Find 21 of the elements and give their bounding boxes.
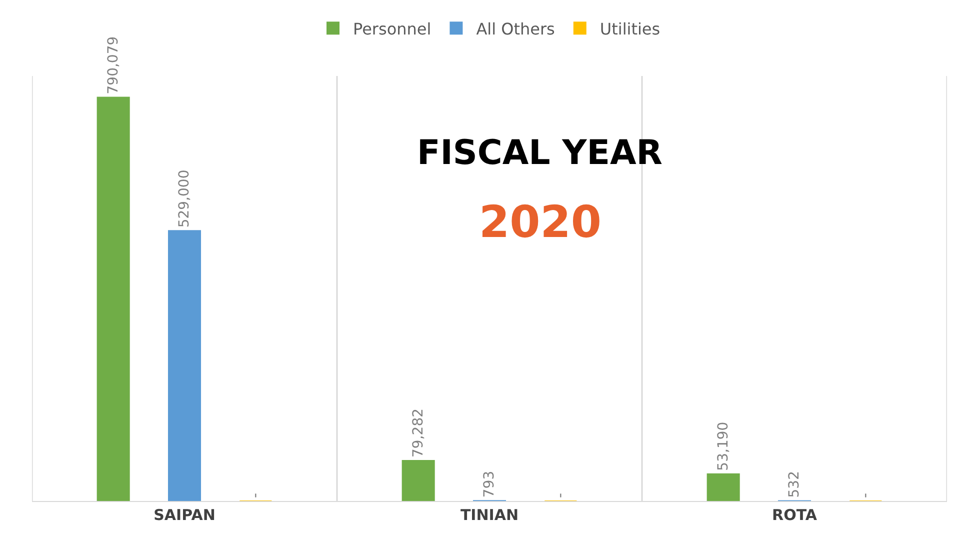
bar (402, 460, 435, 501)
bar (706, 473, 740, 501)
x-tick-label: ROTA (772, 506, 818, 524)
legend-label: All Others (476, 19, 555, 38)
x-tick-label: SAIPAN (154, 506, 216, 524)
data-label: 790,079 (105, 36, 122, 94)
data-label: 529,000 (176, 170, 192, 228)
bar (168, 230, 202, 501)
data-label: 793 (482, 470, 498, 498)
text: FISCAL YEAR (417, 133, 662, 173)
bar (96, 96, 130, 501)
legend-label: Personnel (353, 19, 432, 38)
data-label: - (248, 492, 264, 498)
x-tick-label: TINIAN (460, 506, 519, 524)
data-label: - (552, 492, 569, 498)
data-label: 53,190 (715, 422, 732, 471)
legend-label: Utilities (600, 19, 660, 38)
data-label: 532 (786, 470, 802, 498)
data-label: 79,282 (410, 408, 426, 458)
data-label: - (858, 492, 874, 498)
text: 2020 (479, 197, 602, 248)
